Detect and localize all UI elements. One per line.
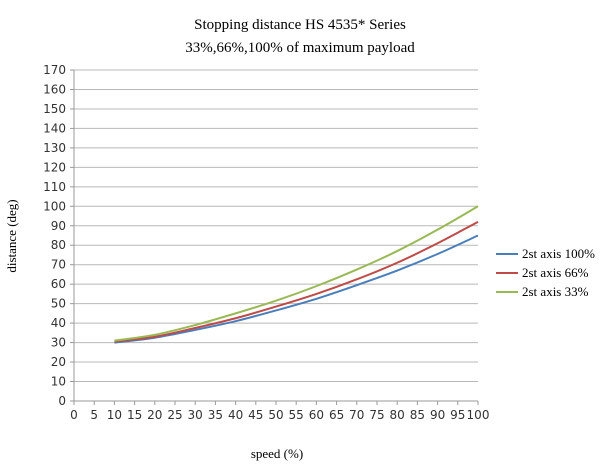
y-tick-label: 160 [43, 82, 66, 96]
x-axis-label: speed (%) [251, 446, 303, 461]
x-tick-label: 100 [467, 408, 490, 422]
y-tick-label: 120 [43, 160, 66, 174]
x-tick-label: 25 [167, 408, 182, 422]
legend-label: 2st axis 100% [522, 246, 595, 261]
x-tick-label: 95 [450, 408, 465, 422]
x-tick-label: 0 [70, 408, 78, 422]
y-tick-label: 130 [43, 141, 66, 155]
y-axis-label: distance (deg) [4, 199, 19, 272]
legend-label: 2st axis 66% [522, 265, 589, 280]
y-tick-label: 70 [51, 258, 66, 272]
chart-title: Stopping distance HS 4535* Series [194, 17, 406, 33]
y-tick-label: 0 [58, 394, 66, 408]
x-tick-label: 20 [147, 408, 162, 422]
y-tick-label: 60 [51, 277, 66, 291]
y-tick-label: 40 [51, 316, 66, 330]
y-tick-label: 140 [43, 121, 66, 135]
x-tick-label: 30 [188, 408, 203, 422]
x-tick-label: 75 [369, 408, 384, 422]
y-tick-label: 100 [43, 199, 66, 213]
y-tick-label: 30 [51, 336, 66, 350]
y-tick-label: 20 [51, 355, 66, 369]
x-tick-label: 50 [268, 408, 283, 422]
x-tick-label: 85 [410, 408, 425, 422]
chart-subtitle: 33%,66%,100% of maximum payload [185, 40, 415, 56]
x-tick-label: 70 [349, 408, 364, 422]
x-tick-label: 65 [329, 408, 344, 422]
x-tick-label: 35 [208, 408, 223, 422]
y-tick-label: 50 [51, 297, 66, 311]
series-line-2 [114, 205, 479, 342]
x-tick-label: 40 [228, 408, 243, 422]
x-tick-label: 15 [127, 408, 142, 422]
y-tick-label: 90 [51, 219, 66, 233]
y-tick-label: 10 [51, 375, 66, 389]
x-tick-label: 90 [430, 408, 445, 422]
y-tick-label: 170 [43, 63, 66, 77]
x-tick-label: 60 [309, 408, 324, 422]
y-tick-label: 80 [51, 238, 66, 252]
y-tick-label: 110 [43, 180, 66, 194]
x-tick-label: 55 [289, 408, 304, 422]
y-tick-label: 150 [43, 102, 66, 116]
x-tick-label: 5 [90, 408, 98, 422]
series-line-1 [114, 220, 479, 343]
legend-label: 2st axis 33% [522, 284, 589, 299]
series-line-0 [114, 234, 479, 344]
x-tick-label: 45 [248, 408, 263, 422]
x-tick-label: 80 [390, 408, 405, 422]
x-tick-label: 10 [107, 408, 122, 422]
